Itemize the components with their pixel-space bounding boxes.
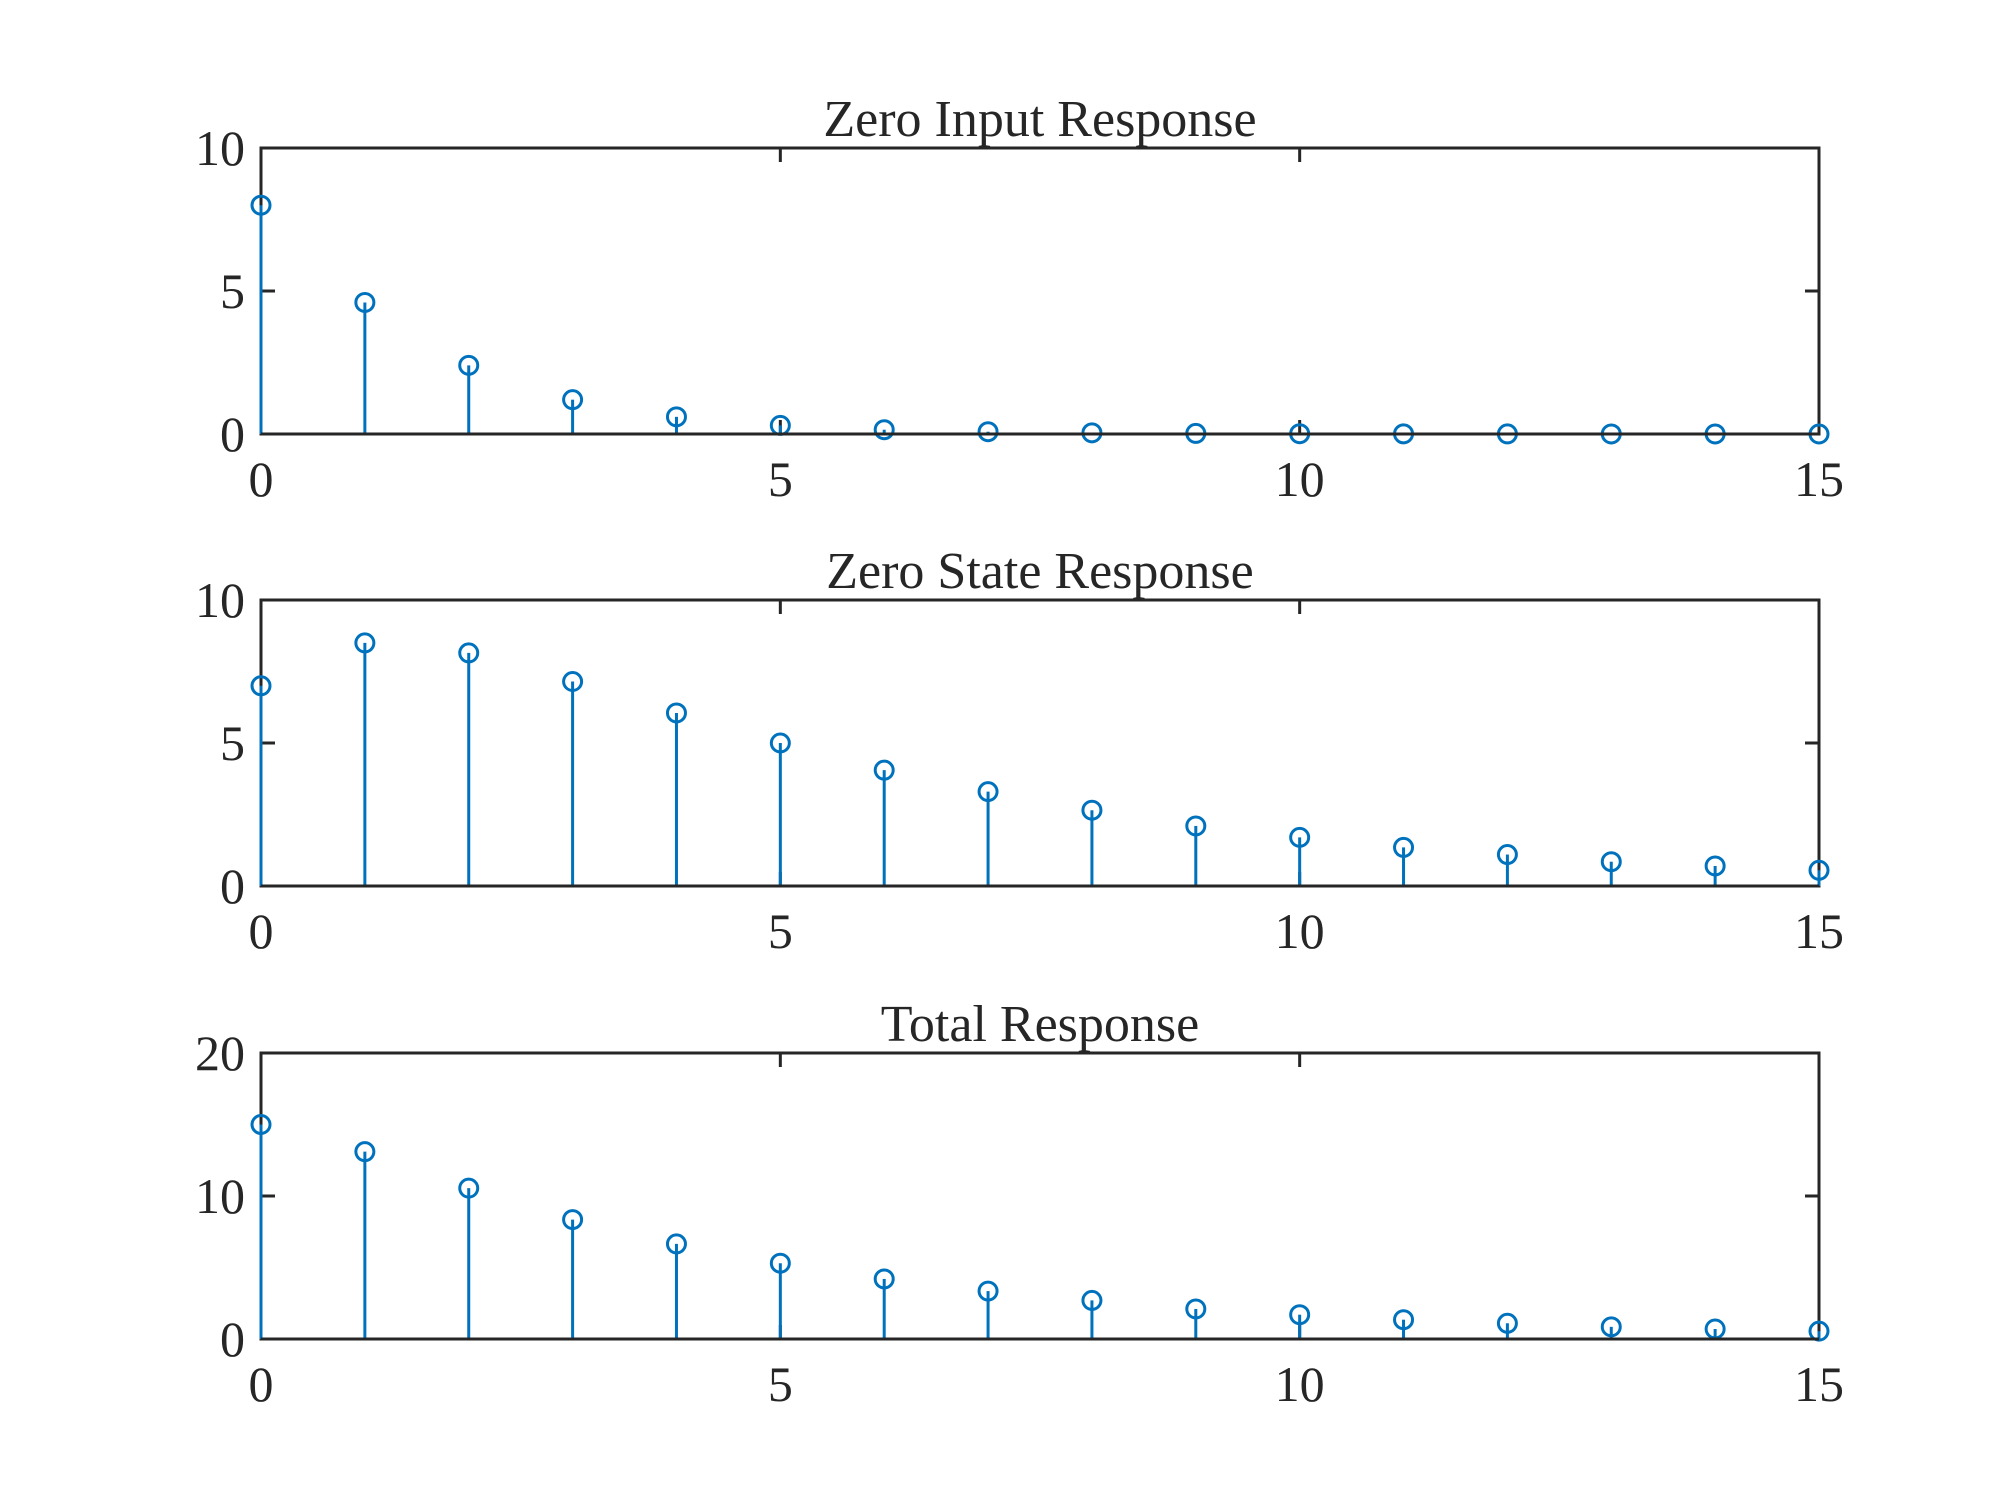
stem-marker — [1393, 1309, 1415, 1331]
x-tick-label: 0 — [249, 451, 274, 507]
stem-series — [250, 1114, 1830, 1342]
x-tick-label: 10 — [1275, 451, 1325, 507]
y-tick-label: 10 — [195, 1168, 245, 1224]
stem-marker — [1289, 826, 1311, 848]
y-tick-label: 5 — [220, 715, 245, 771]
stem-series — [250, 632, 1830, 886]
stem-marker — [769, 1252, 791, 1274]
stem-marker — [1081, 1289, 1103, 1311]
stem-marker — [458, 1177, 480, 1199]
stem-marker — [1600, 1316, 1622, 1338]
stem-marker — [665, 406, 687, 428]
stem-marker — [250, 194, 272, 216]
stem-marker — [1704, 855, 1726, 877]
axes-box — [259, 1051, 1821, 1341]
stem-marker — [250, 675, 272, 697]
stem-marker — [873, 1268, 895, 1290]
x-tick-label: 10 — [1275, 1356, 1325, 1412]
y-tick-label: 10 — [195, 120, 245, 176]
stem-marker — [1808, 859, 1830, 881]
axes-box — [259, 598, 1821, 888]
stem-marker — [458, 354, 480, 376]
stem-marker — [1185, 1298, 1207, 1320]
subplot-2: Zero State Response 0 5 10 15 0 5 10 — [195, 543, 1844, 959]
stem-marker — [250, 1114, 272, 1135]
stem-marker — [1600, 851, 1622, 873]
stem-marker — [1393, 836, 1415, 858]
stem-marker — [354, 1141, 376, 1163]
stem-marker — [873, 759, 895, 781]
x-tick-label: 5 — [768, 451, 793, 507]
plot-title: Zero Input Response — [823, 91, 1256, 148]
stem-marker — [1185, 815, 1207, 837]
x-tick-label: 0 — [249, 903, 274, 959]
plot-title: Zero State Response — [826, 543, 1253, 600]
x-tick-label: 15 — [1794, 1356, 1844, 1412]
y-tick-label: 20 — [195, 1025, 245, 1081]
stem-marker — [1496, 844, 1518, 866]
stem-marker — [354, 291, 376, 313]
y-tick-label: 5 — [220, 263, 245, 319]
stem-marker — [354, 632, 376, 654]
stem-marker — [977, 1280, 999, 1302]
stem-marker — [1081, 799, 1103, 821]
x-tick-label: 15 — [1794, 903, 1844, 959]
stem-marker — [458, 642, 480, 664]
y-tick-label: 10 — [195, 572, 245, 628]
stem-marker — [665, 1233, 687, 1255]
stem-marker — [1289, 1304, 1311, 1326]
subplot-1: Zero Input Response 0 5 10 15 0 5 10 — [195, 91, 1844, 507]
stem-marker — [665, 702, 687, 724]
y-tick-label: 0 — [220, 1311, 245, 1367]
stem-marker — [562, 671, 584, 693]
x-tick-label: 5 — [768, 1356, 793, 1412]
x-tick-label: 0 — [249, 1356, 274, 1412]
axes-box — [259, 146, 1821, 436]
x-tick-label: 15 — [1794, 451, 1844, 507]
stem-marker — [1496, 1312, 1518, 1334]
stem-marker — [977, 421, 999, 443]
stem-marker — [562, 1209, 584, 1231]
x-tick-label: 10 — [1275, 903, 1325, 959]
x-tick-label: 5 — [768, 903, 793, 959]
y-tick-label: 0 — [220, 858, 245, 914]
stem-marker — [977, 781, 999, 803]
stem-marker — [873, 419, 895, 441]
subplot-3: Total Response 0 5 10 15 0 10 20 — [195, 996, 1844, 1412]
y-tick-label: 0 — [220, 406, 245, 462]
plot-title: Total Response — [881, 996, 1199, 1053]
stem-marker — [769, 732, 791, 754]
stem-marker — [562, 389, 584, 411]
